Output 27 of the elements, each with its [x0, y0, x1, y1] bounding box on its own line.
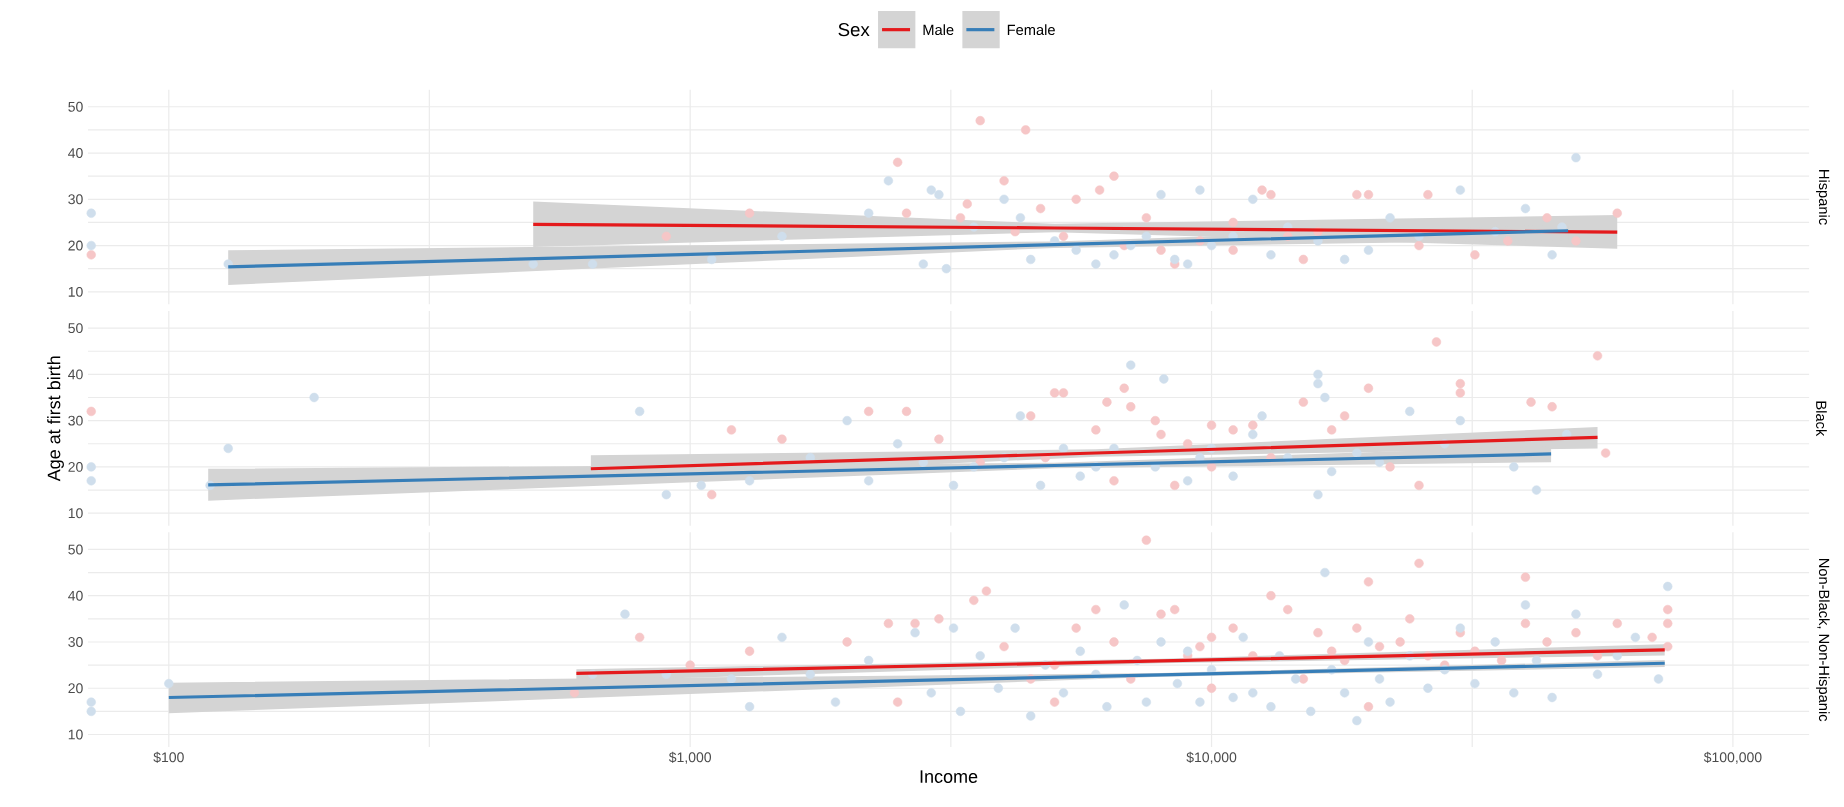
y-tick-label: 10: [68, 729, 83, 740]
x-tick-label: $100: [153, 751, 184, 764]
y-tick-label: 20: [68, 683, 83, 694]
x-tick-label: $10,000: [1186, 751, 1237, 764]
x-tick-label: $100,000: [1703, 751, 1762, 764]
legend-label: Female: [1007, 24, 1055, 36]
y-axis-title: Age at first birth: [47, 356, 64, 482]
y-tick-label: 50: [68, 323, 83, 334]
legend-label: Male: [923, 24, 954, 36]
y-tick-label: 50: [68, 544, 83, 555]
y-tick-label: 30: [68, 194, 83, 205]
y-tick-label: 40: [68, 369, 83, 380]
y-tick-label: 30: [68, 415, 83, 426]
y-tick-label: 20: [68, 461, 83, 472]
y-tick-label: 10: [68, 508, 83, 519]
y-tick-label: 50: [68, 101, 83, 112]
y-tick-label: 30: [68, 637, 83, 647]
text: Non-Black, Non-Hispanic: [1816, 558, 1830, 722]
x-tick-label: $1,000: [668, 751, 712, 764]
legend-title: Sex: [838, 23, 870, 37]
y-tick-label: 20: [68, 240, 83, 251]
y-tick-label: 40: [68, 148, 83, 159]
x-axis-title: Income: [920, 770, 978, 783]
y-tick-label: 10: [68, 286, 83, 297]
y-tick-label: 40: [68, 590, 83, 601]
text: Hispanic: [1816, 170, 1830, 225]
text: Black: [1816, 401, 1827, 437]
